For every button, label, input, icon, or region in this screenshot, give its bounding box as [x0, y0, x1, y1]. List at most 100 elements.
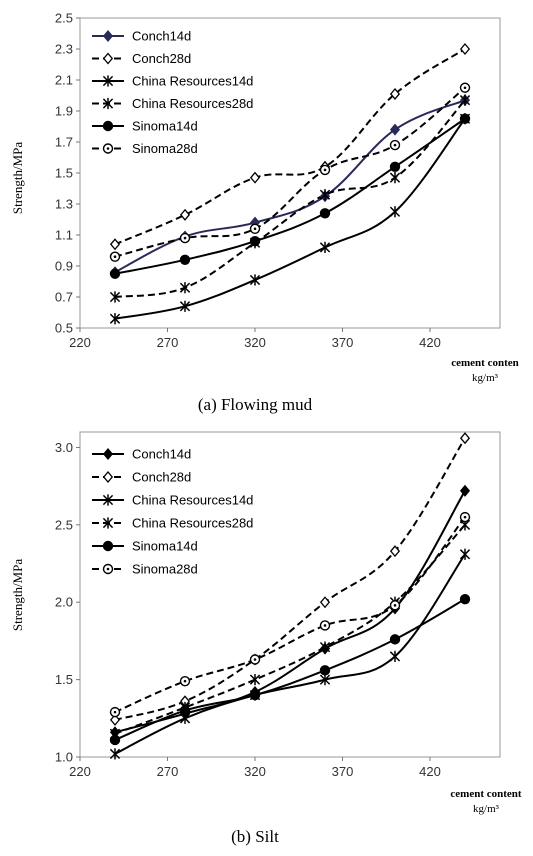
panel-caption: (b) Silt [231, 827, 279, 846]
series-markers-b [109, 432, 471, 760]
data-point-sinoma14d [179, 705, 191, 716]
chart-panel-flowing-mud: Strength/MPa cement conten kg/m³ (a) Flo… [10, 11, 519, 415]
legend-label: Conch28d [132, 470, 191, 485]
y-tick-label: 3.0 [55, 440, 73, 455]
legend-entry-sinoma28d: Sinoma28d [92, 141, 198, 156]
legend-a: Conch14d Conch28d China Resources14d China … [92, 29, 253, 156]
x-tick-label: 420 [419, 764, 441, 779]
data-point-conch28d [389, 87, 401, 100]
legend-label: China Resources14d [132, 74, 253, 89]
data-point-conch28d [389, 545, 401, 558]
plot-frame [79, 431, 501, 758]
y-tick-label: 2.5 [55, 517, 73, 532]
data-point-sinoma14d [459, 113, 471, 124]
x-tick-label: 420 [419, 335, 441, 350]
legend-label: China Resources28d [132, 96, 253, 111]
data-point-sinoma14d [179, 254, 191, 265]
x-tick-label: 370 [332, 335, 354, 350]
legend-entry-china-resources14d: China Resources14d [92, 493, 253, 508]
data-point-china-resources28d [389, 172, 401, 184]
x-axis-title: cement conten [451, 357, 519, 369]
y-axis-title: Strength/MPa [10, 559, 25, 631]
legend-marker [102, 447, 114, 461]
data-point-sinoma28d [249, 654, 261, 665]
x-tick-label: 370 [332, 764, 354, 779]
y-tick-label: 1.5 [55, 672, 73, 687]
series-line-sinoma14d [114, 598, 466, 741]
data-point-sinoma28d [109, 251, 121, 262]
series-line-china-resources14d [114, 553, 466, 755]
data-point-conch28d [459, 42, 471, 56]
legend-marker [102, 97, 114, 110]
legend-entry-sinoma14d: Sinoma14d [92, 539, 198, 554]
chart-panel-silt: Strength/MPa cement content kg/m³ (b) Si… [10, 431, 522, 846]
y-tick-label: 2.5 [55, 11, 73, 26]
data-point-sinoma28d [179, 675, 191, 687]
legend-marker [102, 143, 114, 154]
data-point-china-resources14d [389, 650, 401, 663]
data-point-sinoma14d [249, 689, 261, 701]
x-axis-title: cement content [450, 788, 522, 800]
data-point-sinoma14d [249, 235, 261, 247]
y-tick-label: 2.1 [55, 73, 73, 88]
grid-ticks-a: 0.5 0.7 0.9 1.1 1.3 1.5 1.7 1.9 2.1 2.3 2.5 220 270 3… [55, 11, 441, 351]
data-point-china-resources14d [389, 206, 401, 218]
data-point-conch28d [249, 171, 261, 184]
data-point-conch28d [109, 713, 121, 726]
data-point-conch14d [389, 123, 401, 136]
legend-entry-conch14d: Conch14d [92, 447, 191, 462]
data-point-conch28d [459, 432, 471, 445]
legend-entry-china-resources28d: China Resources28d [92, 96, 253, 111]
legend-label: Conch28d [132, 51, 191, 66]
data-point-china-resources14d [109, 748, 121, 760]
data-point-conch28d [179, 208, 191, 221]
data-point-conch14d [459, 484, 471, 497]
y-tick-label: 2.3 [55, 42, 73, 57]
data-point-china-resources28d [319, 189, 331, 201]
y-axis-title: Strength/MPa [10, 142, 25, 214]
data-point-sinoma14d [109, 268, 121, 279]
legend-label: China Resources14d [132, 493, 253, 508]
legend-b: Conch14d Conch28d China Resources14d China … [92, 447, 253, 577]
legend-entry-sinoma28d: Sinoma28d [92, 562, 198, 577]
legend-marker [102, 540, 114, 552]
data-point-conch28d [109, 238, 121, 251]
legend-marker [102, 120, 114, 132]
legend-marker [102, 29, 114, 43]
legend-label: Sinoma14d [132, 119, 198, 134]
data-point-sinoma28d [109, 706, 121, 718]
x-tick-label: 270 [157, 335, 179, 350]
legend-marker [102, 75, 114, 87]
legend-entry-conch28d: Conch28d [92, 51, 191, 66]
legend-entry-conch14d: Conch14d [92, 29, 191, 44]
data-point-china-resources28d [249, 674, 261, 686]
x-tick-label: 220 [69, 335, 91, 350]
legend-entry-conch28d: Conch28d [92, 470, 191, 485]
x-axis-unit: kg/m³ [472, 372, 499, 384]
grid-ticks-b: 1.0 1.5 2.0 2.5 3.0 220 270 320 370 420 [55, 440, 441, 779]
y-tick-label: 1.9 [55, 104, 73, 119]
data-point-sinoma28d [389, 600, 401, 611]
data-point-china-resources28d [319, 641, 331, 653]
y-tick-label: 1.0 [55, 750, 73, 765]
y-tick-label: 1.1 [55, 228, 73, 243]
data-point-sinoma28d [319, 164, 331, 176]
data-point-sinoma14d [389, 634, 401, 645]
legend-label: Sinoma14d [132, 539, 198, 554]
legend-label: Conch14d [132, 447, 191, 462]
series-line-china-resources14d [114, 118, 466, 320]
panel-caption: (a) Flowing mud [198, 395, 313, 414]
data-point-sinoma14d [109, 734, 121, 746]
data-point-sinoma14d [319, 665, 331, 676]
legend-marker [102, 517, 114, 529]
data-point-sinoma14d [389, 161, 401, 173]
series-markers-a [109, 42, 471, 325]
y-tick-label: 2.0 [55, 595, 73, 610]
legend-label: China Resources28d [132, 516, 253, 531]
data-point-china-resources14d [319, 241, 331, 253]
legend-label: Sinoma28d [132, 562, 198, 577]
data-point-sinoma28d [389, 139, 401, 151]
data-point-china-resources28d [179, 282, 191, 294]
y-tick-label: 0.7 [55, 290, 73, 305]
